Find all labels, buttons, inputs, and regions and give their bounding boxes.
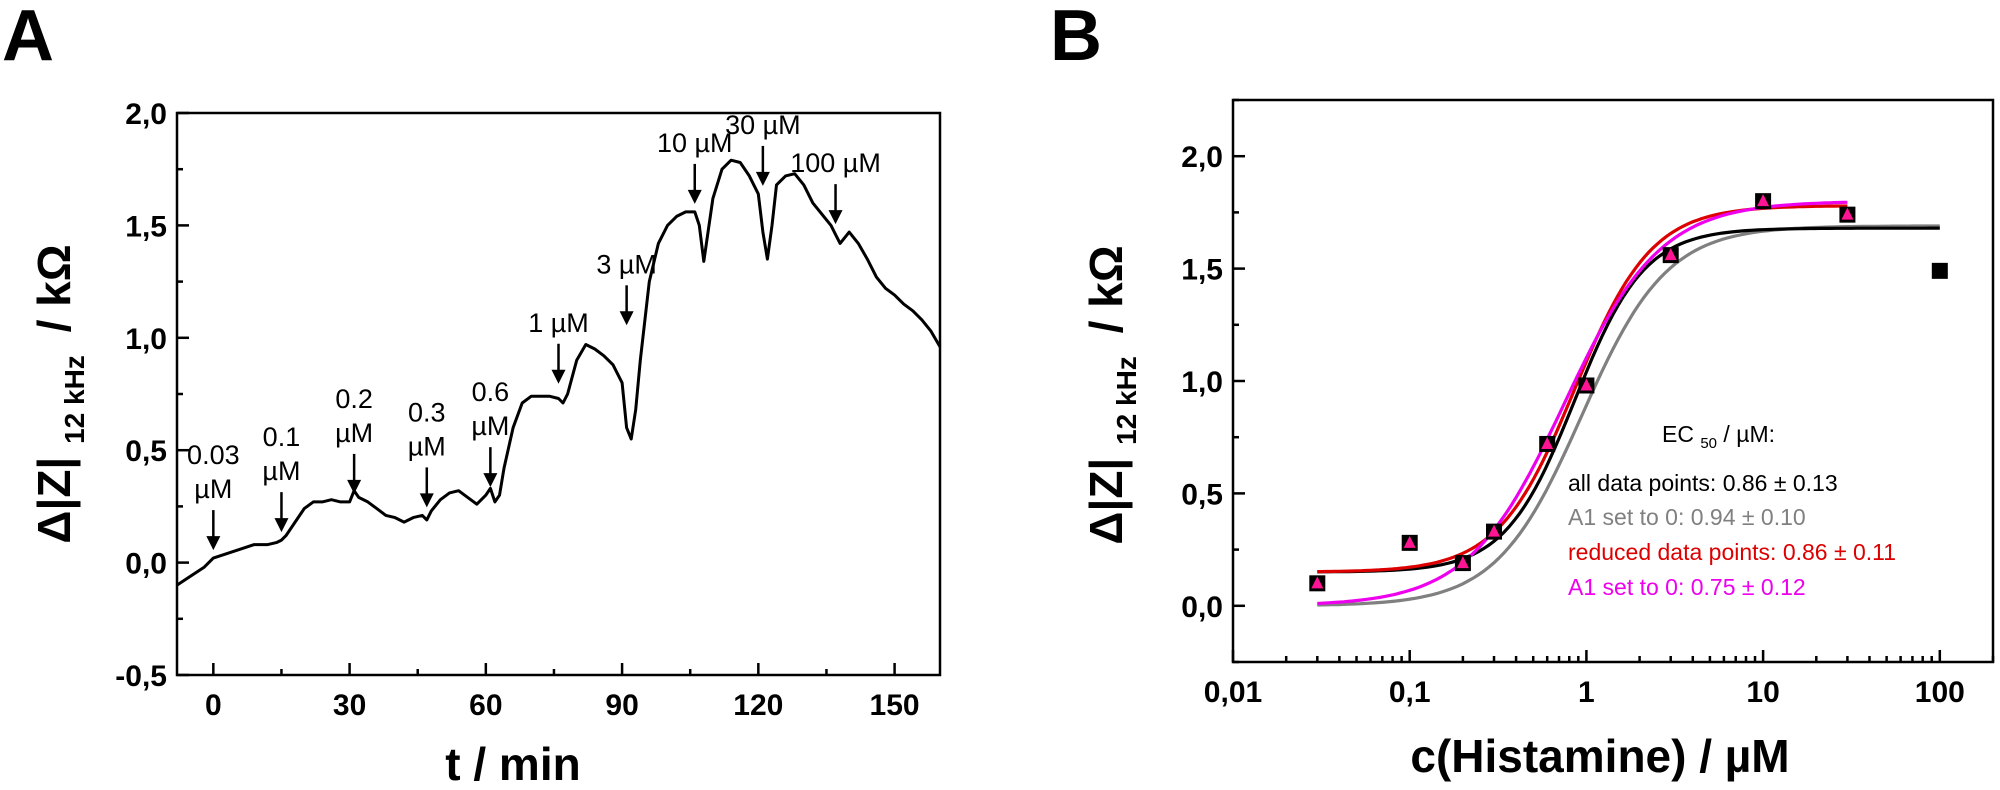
arrow-head bbox=[274, 518, 289, 533]
y-tick-label: 0,5 bbox=[125, 435, 167, 468]
arrow-head bbox=[551, 369, 566, 384]
y-tick-label: 2,0 bbox=[125, 98, 167, 131]
panel-a-y-axis-title: Δ|Z| 12 kHz / kΩ bbox=[28, 244, 94, 543]
y-tick-label: 0,0 bbox=[125, 548, 167, 581]
panel-a-ticks bbox=[177, 111, 896, 677]
legend-header-sub: 50 bbox=[1700, 435, 1717, 452]
arrow-head bbox=[687, 189, 702, 204]
fit-curve bbox=[1317, 226, 1940, 574]
concentration-label: µM bbox=[335, 418, 373, 448]
concentration-label: 1 µM bbox=[528, 308, 589, 338]
data-point-triangle bbox=[1757, 194, 1770, 207]
x-tick-label: 10 bbox=[1746, 676, 1779, 709]
concentration-label: 0.1 bbox=[263, 422, 301, 452]
x-tick-label: 100 bbox=[1915, 676, 1965, 709]
panel-b-legend: EC 50 / µM: all data points: 0.86 ± 0.13… bbox=[1568, 421, 1896, 600]
x-tick-label: 60 bbox=[469, 689, 502, 722]
y-tick-label: 0,0 bbox=[1181, 591, 1223, 624]
legend-header-unit: / µM: bbox=[1723, 421, 1775, 447]
x-tick-label: 150 bbox=[870, 689, 920, 722]
arrow-head bbox=[206, 536, 221, 551]
y-tick-label: 1,0 bbox=[125, 323, 167, 356]
concentration-label: 10 µM bbox=[657, 128, 733, 158]
panel-a-impedance-line bbox=[176, 158, 942, 587]
concentration-label: µM bbox=[408, 431, 446, 461]
concentration-label: µM bbox=[471, 411, 509, 441]
panel-b-y-tick-labels: 0,0 0,5 1,0 1,5 2,0 bbox=[1181, 141, 1223, 624]
panel-a-x-tick-labels: 0 30 60 90 120 150 bbox=[205, 689, 920, 722]
panel-a-concentration-annotations: 0.03 µM 0.1 µM 0.2 µM 0.3 µM 0.6 µM 1 µM3 µM 10 µM3… bbox=[187, 110, 881, 551]
arrow-head bbox=[483, 473, 498, 488]
panel-a-y-tick-labels: -0,5 0,0 0,5 1,0 1,5 2,0 bbox=[115, 98, 167, 693]
concentration-label: 0.2 bbox=[335, 384, 373, 414]
data-point-triangle bbox=[1664, 248, 1677, 261]
panel-b-x-tick-labels: 0,01 0,1 1 10 100 bbox=[1204, 676, 1965, 709]
concentration-label: 0.6 bbox=[472, 377, 510, 407]
panel-b-data-points bbox=[1309, 193, 1948, 592]
panel-a-y-axis-sub: 12 kHz bbox=[59, 355, 90, 444]
legend-entry-a1-zero: A1 set to 0: 0.94 ± 0.10 bbox=[1568, 504, 1806, 530]
data-point-triangle bbox=[1311, 576, 1324, 589]
panel-a-y-axis-main: Δ|Z| bbox=[28, 457, 80, 544]
data-point-triangle bbox=[1488, 524, 1501, 537]
concentration-label: 100 µM bbox=[790, 148, 881, 178]
x-tick-label: 0 bbox=[205, 689, 222, 722]
panel-b-y-axis-unit: / kΩ bbox=[1080, 245, 1132, 333]
y-tick-label: -0,5 bbox=[115, 660, 167, 693]
y-tick-label: 1,5 bbox=[1181, 254, 1223, 287]
panel-b-ticks bbox=[1231, 98, 1995, 664]
concentration-label: µM bbox=[194, 474, 232, 504]
legend-header-main: EC bbox=[1662, 421, 1694, 447]
data-point-triangle bbox=[1541, 436, 1554, 449]
panel-a-chart: 0 30 60 90 120 150 -0,5 0,0 0,5 1,0 1,5 2,0 0.03 µM… bbox=[28, 98, 942, 790]
y-tick-label: 1,0 bbox=[1181, 366, 1223, 399]
panel-b-y-axis-title: Δ|Z| 12 kHz / kΩ bbox=[1080, 245, 1146, 544]
arrow-head bbox=[419, 493, 434, 508]
legend-entry-reduced: reduced data points: 0.86 ± 0.11 bbox=[1568, 539, 1896, 565]
arrow-head bbox=[755, 171, 770, 186]
x-tick-label: 90 bbox=[605, 689, 638, 722]
data-point-triangle bbox=[1580, 378, 1593, 391]
x-tick-label: 120 bbox=[733, 689, 783, 722]
panel-label-a: A bbox=[2, 0, 54, 76]
concentration-label: 0.03 bbox=[187, 440, 240, 470]
arrow-head bbox=[828, 210, 843, 225]
y-tick-label: 1,5 bbox=[125, 210, 167, 243]
x-tick-label: 0,01 bbox=[1204, 676, 1262, 709]
panel-b-y-axis-main: Δ|Z| bbox=[1080, 458, 1132, 545]
legend-entry-all-data: all data points: 0.86 ± 0.13 bbox=[1568, 470, 1838, 496]
panel-b-x-axis-title: c(Histamine) / µM bbox=[1410, 730, 1789, 782]
panel-a-y-axis-unit: / kΩ bbox=[28, 244, 80, 332]
panel-label-b: B bbox=[1050, 0, 1102, 76]
panel-b-chart: 0,01 0,1 1 10 100 0,0 0,5 1,0 1,5 2,0 EC 50 / µM… bbox=[1080, 98, 1995, 782]
data-point-triangle bbox=[1403, 535, 1416, 548]
concentration-label: 30 µM bbox=[725, 110, 801, 140]
y-tick-label: 0,5 bbox=[1181, 478, 1223, 511]
x-tick-label: 1 bbox=[1578, 676, 1595, 709]
legend-header: EC 50 / µM: bbox=[1662, 421, 1775, 453]
x-tick-label: 30 bbox=[333, 689, 366, 722]
arrow-head bbox=[619, 311, 634, 326]
concentration-label: 3 µM bbox=[596, 249, 657, 279]
legend-entry-a1-zero-reduced: A1 set to 0: 0.75 ± 0.12 bbox=[1568, 574, 1806, 600]
panel-a-plot-frame bbox=[175, 111, 942, 677]
panel-a-x-axis-title: t / min bbox=[445, 738, 580, 790]
data-point-triangle bbox=[1456, 556, 1469, 569]
concentration-label: 0.3 bbox=[408, 397, 446, 427]
arrow-head bbox=[347, 479, 362, 494]
x-tick-label: 0,1 bbox=[1389, 676, 1431, 709]
data-point-square bbox=[1931, 262, 1948, 279]
data-point-triangle bbox=[1841, 207, 1854, 220]
y-tick-label: 2,0 bbox=[1181, 141, 1223, 174]
panel-b-y-axis-sub: 12 kHz bbox=[1111, 356, 1142, 445]
concentration-label: µM bbox=[262, 456, 300, 486]
